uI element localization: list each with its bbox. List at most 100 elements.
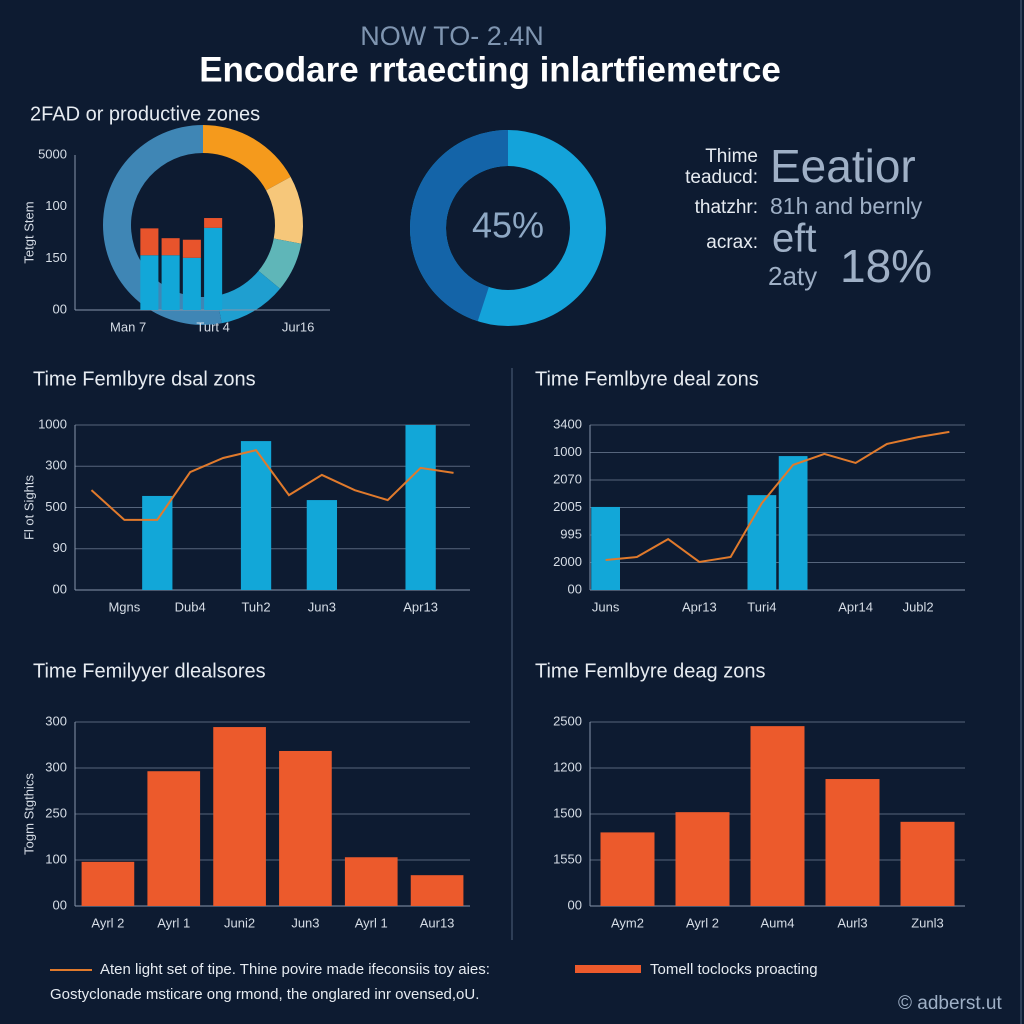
x-tick-label: Ayrl 2 <box>91 915 124 930</box>
bar <box>825 779 880 906</box>
y-tick-label: 5000 <box>38 146 67 161</box>
chart-title: Time Femlbyre dsal zons <box>33 368 256 390</box>
bar <box>900 821 955 906</box>
y-tick-label: 300 <box>45 713 67 728</box>
x-tick-label: Dub4 <box>175 599 206 614</box>
x-tick-label: Apr13 <box>403 599 438 614</box>
bar <box>279 750 332 906</box>
bar <box>747 495 777 590</box>
donut-arc <box>410 130 508 322</box>
y-tick-label: 995 <box>560 526 582 541</box>
y-tick-label: 250 <box>45 805 67 820</box>
y-axis-label: Togm Stgthics <box>21 773 36 855</box>
x-tick-label: Jur16 <box>282 319 315 334</box>
page-title: Encodare rrtaecting inlartfiemetrce <box>199 50 781 89</box>
x-tick-label: Jubl2 <box>903 599 934 614</box>
footer: © adberst.ut <box>898 993 1002 1014</box>
y-tick-label: 00 <box>53 897 67 912</box>
bar <box>213 727 266 906</box>
y-tick-label: 00 <box>53 581 67 596</box>
x-tick-label: Aum4 <box>761 915 795 930</box>
y-tick-label: 00 <box>568 897 582 912</box>
kpi-value: eft <box>772 217 816 261</box>
x-tick-label: Juns <box>592 599 620 614</box>
legend-swatch <box>575 965 641 973</box>
y-tick-label: 2500 <box>553 713 582 728</box>
kpi-label: acrax: <box>706 232 758 253</box>
y-tick-label: 2070 <box>553 471 582 486</box>
x-tick-label: Zunl3 <box>911 915 944 930</box>
legend-label: Tomell toclocks proacting <box>650 961 818 978</box>
y-tick-label: 00 <box>53 301 67 316</box>
y-axis-label: Tetgt Stem <box>21 201 36 263</box>
bar <box>344 857 398 906</box>
bar <box>81 861 135 906</box>
y-tick-label: 1200 <box>553 759 582 774</box>
bar <box>161 255 180 310</box>
kpi-label: teaducd: <box>685 167 758 188</box>
y-tick-label: 1550 <box>553 851 582 866</box>
bar <box>405 425 436 590</box>
x-tick-label: Turt 4 <box>196 319 229 334</box>
x-tick-label: Apr13 <box>682 599 717 614</box>
y-tick-label: 150 <box>45 250 67 265</box>
y-axis-label: Fl ot Sights <box>21 474 36 540</box>
kicker: NOW TO- 2.4N <box>360 21 544 51</box>
donut-label: 45% <box>472 205 544 246</box>
x-tick-label: Jun3 <box>308 599 336 614</box>
x-tick-label: Ayrl 1 <box>355 915 388 930</box>
bar <box>142 495 173 590</box>
x-tick-label: Jun3 <box>291 915 319 930</box>
chart-title: Time Femlbyre deal zons <box>535 368 759 390</box>
y-tick-label: 3400 <box>553 416 582 431</box>
donut-slice <box>203 125 291 191</box>
kpi-value: Eeatior <box>770 140 916 192</box>
y-tick-label: 100 <box>45 198 67 213</box>
legend-label: Aten light set of tipe. Thine povire mad… <box>100 961 490 978</box>
kpi-value: 18% <box>840 240 932 292</box>
bar <box>182 239 201 258</box>
x-tick-label: Turi4 <box>747 599 776 614</box>
bar <box>161 238 180 256</box>
x-tick-label: Ayrl 2 <box>686 915 719 930</box>
bar <box>140 255 159 310</box>
line <box>605 430 950 564</box>
donut-slice <box>266 176 303 244</box>
x-tick-label: Tuh2 <box>241 599 270 614</box>
y-tick-label: 2000 <box>553 554 582 569</box>
y-tick-label: 1000 <box>553 444 582 459</box>
y-tick-label: 300 <box>45 759 67 774</box>
kpi-label: 2aty <box>768 261 817 291</box>
kpi-label: thatzhr: <box>695 197 758 218</box>
y-tick-label: 1500 <box>553 805 582 820</box>
bar <box>204 227 223 310</box>
bar <box>204 218 223 228</box>
x-tick-label: Apr14 <box>838 599 873 614</box>
kpi-value: 81h and bernly <box>770 193 923 219</box>
line <box>90 449 454 521</box>
chart-title: Time Femlbyre deag zons <box>535 660 765 682</box>
bar <box>182 257 201 310</box>
x-tick-label: Aur13 <box>420 915 455 930</box>
y-tick-label: 300 <box>45 458 67 473</box>
bar <box>147 771 201 906</box>
y-tick-label: 1000 <box>38 416 67 431</box>
x-tick-label: Aym2 <box>611 915 644 930</box>
y-tick-label: 100 <box>45 851 67 866</box>
x-tick-label: Juni2 <box>224 915 255 930</box>
x-tick-label: Aurl3 <box>837 915 867 930</box>
x-tick-label: Man 7 <box>110 319 146 334</box>
bar <box>778 456 808 590</box>
y-tick-label: 2005 <box>553 499 582 514</box>
x-tick-label: Ayrl 1 <box>157 915 190 930</box>
y-tick-label: 00 <box>568 581 582 596</box>
bar <box>410 875 464 906</box>
bar <box>675 812 730 906</box>
y-tick-label: 500 <box>45 499 67 514</box>
bar <box>140 228 159 256</box>
x-tick-label: Mgns <box>108 599 140 614</box>
bar <box>600 832 655 906</box>
chart-title: 2FAD or productive zones <box>30 103 260 125</box>
donut-slice <box>258 238 302 289</box>
